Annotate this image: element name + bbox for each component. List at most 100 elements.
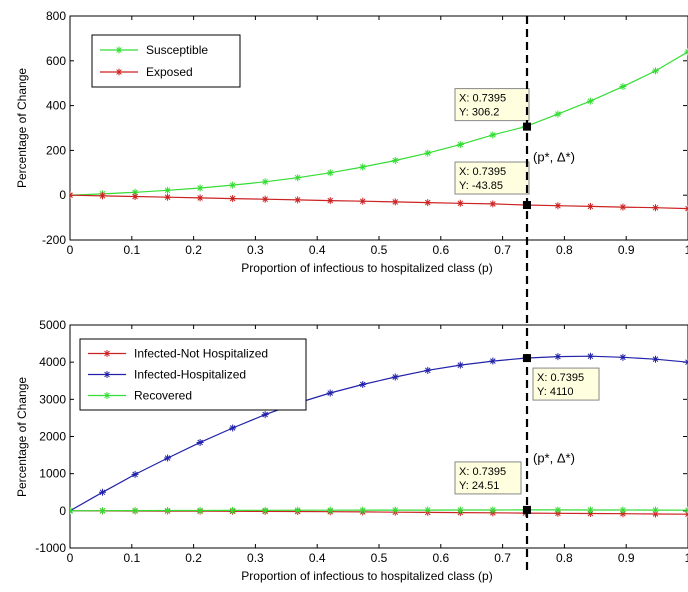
data-point-marker xyxy=(196,184,204,192)
data-point-marker xyxy=(424,149,432,157)
data-point-marker xyxy=(619,353,627,361)
data-tip-box xyxy=(454,161,530,195)
data-point-marker xyxy=(554,353,562,361)
y-tick-label: 3000 xyxy=(39,392,66,406)
data-point-marker xyxy=(424,506,432,514)
series-line xyxy=(70,194,688,210)
data-point-marker xyxy=(586,352,594,360)
y-axis-label: Percentage of Change xyxy=(15,68,29,188)
x-tick-label: 0 xyxy=(67,551,74,565)
data-point-marker xyxy=(651,204,659,212)
data-point-marker xyxy=(294,174,302,182)
data-point-marker xyxy=(391,198,399,206)
legend-marker xyxy=(103,392,111,399)
data-point-marker xyxy=(651,355,659,363)
data-point-marker xyxy=(229,424,237,432)
legend-marker xyxy=(103,350,111,357)
y-tick-label: -200 xyxy=(42,233,66,247)
x-axis-label: Proportion of infectious to hospitalized… xyxy=(241,261,492,275)
data-point-marker xyxy=(326,389,334,397)
data-point-marker xyxy=(619,203,627,211)
data-tip-x: X: 0.7395 xyxy=(459,466,506,478)
data-point-marker xyxy=(164,507,172,515)
data-point-marker xyxy=(131,507,139,515)
y-tick-label: 4000 xyxy=(39,355,66,369)
data-point-marker xyxy=(554,110,562,118)
data-point-marker xyxy=(424,366,432,374)
x-tick-label: 0 xyxy=(67,243,74,257)
y-tick-label: 800 xyxy=(46,9,66,23)
legend: Susceptible Exposed xyxy=(91,34,241,88)
data-point-marker xyxy=(489,357,497,365)
y-tick-label: -1000 xyxy=(35,541,66,555)
y-axis-label: Percentage of Change xyxy=(15,377,29,497)
data-tip[interactable]: X: 0.7395 Y: 4110 xyxy=(523,354,600,401)
data-point-marker xyxy=(326,197,334,205)
data-point-marker xyxy=(586,97,594,105)
data-point-marker xyxy=(359,197,367,205)
data-point-marker xyxy=(619,510,627,518)
data-tip[interactable]: X: 0.7395 Y: 306.2 xyxy=(454,88,532,131)
series-line xyxy=(70,51,688,196)
data-point-marker xyxy=(456,141,464,149)
series-infected-hospitalized xyxy=(70,352,688,515)
legend-marker xyxy=(115,68,123,76)
y-tick-label: 200 xyxy=(46,143,66,157)
data-point-marker xyxy=(131,470,139,478)
data-tip-y: Y: -43.85 xyxy=(459,180,503,192)
data-point-marker xyxy=(489,506,497,514)
data-point-marker xyxy=(326,169,334,177)
x-tick-label: 0.3 xyxy=(247,551,264,565)
x-tick-label: 1 xyxy=(685,243,688,257)
data-point-marker xyxy=(294,196,302,204)
y-tick-label: 600 xyxy=(46,54,66,68)
data-point-marker xyxy=(619,506,627,514)
data-point-marker xyxy=(229,195,237,203)
data-tip-box xyxy=(454,88,530,122)
legend-label: Infected-Not Hospitalized xyxy=(134,347,268,361)
data-point-marker xyxy=(70,507,74,515)
data-tip-box xyxy=(454,461,522,495)
optimal-point-label: (p*, Δ*) xyxy=(533,451,575,466)
data-point-marker xyxy=(164,454,172,462)
x-axis-label: Proportion of infectious to hospitalized… xyxy=(241,569,492,583)
data-point-marker xyxy=(359,506,367,514)
data-tip-x: X: 0.7395 xyxy=(537,372,584,384)
x-tick-label: 0.4 xyxy=(309,551,326,565)
legend-label: Exposed xyxy=(146,65,193,79)
chart-panel-1: 00.10.20.30.40.50.60.70.80.91-2000200400… xyxy=(15,9,688,275)
y-tick-label: 5000 xyxy=(39,318,66,332)
x-tick-label: 0.7 xyxy=(494,243,511,257)
data-point-marker xyxy=(294,506,302,514)
data-point-marker xyxy=(261,506,269,514)
data-tip-y: Y: 306.2 xyxy=(459,107,499,119)
legend-box xyxy=(91,34,241,88)
data-point-marker xyxy=(554,202,562,210)
data-tip-point xyxy=(523,505,532,514)
data-point-marker xyxy=(131,193,139,201)
data-tip-box xyxy=(532,367,600,401)
data-point-marker xyxy=(99,507,107,515)
data-point-marker xyxy=(261,178,269,186)
data-point-marker xyxy=(651,67,659,75)
series-line xyxy=(70,509,688,512)
x-tick-label: 0.1 xyxy=(123,551,140,565)
data-tip[interactable]: X: 0.7395 Y: 24.51 xyxy=(454,461,532,514)
optimal-point-label: (p*, Δ*) xyxy=(533,150,575,165)
x-tick-label: 0.2 xyxy=(185,551,202,565)
data-tip-y: Y: 24.51 xyxy=(459,480,499,492)
x-tick-label: 0.9 xyxy=(618,551,635,565)
x-tick-label: 0.1 xyxy=(123,243,140,257)
data-point-marker xyxy=(261,411,269,419)
y-tick-label: 0 xyxy=(59,504,66,518)
data-point-marker xyxy=(196,438,204,446)
data-point-marker xyxy=(456,506,464,514)
x-tick-label: 1 xyxy=(685,551,688,565)
data-point-marker xyxy=(131,188,139,196)
data-point-marker xyxy=(164,193,172,201)
data-point-marker xyxy=(99,488,107,496)
x-tick-label: 0.8 xyxy=(556,551,573,565)
data-point-marker xyxy=(164,186,172,194)
legend-label: Infected-Hospitalized xyxy=(134,368,246,382)
